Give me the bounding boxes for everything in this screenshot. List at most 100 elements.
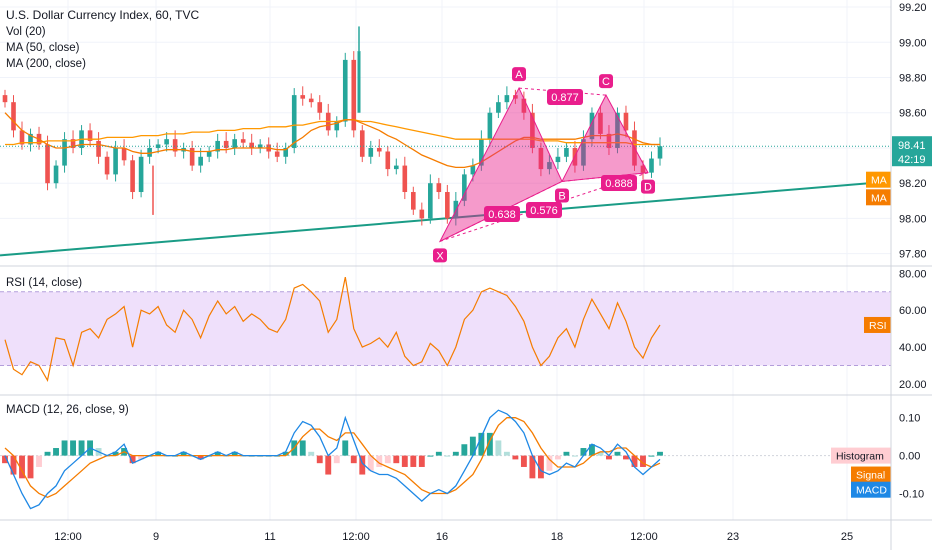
candle [385, 146, 391, 177]
histogram-bar [61, 440, 68, 456]
last-price-tag: 98.41 42:19 [892, 136, 932, 167]
candle-body [138, 156, 144, 193]
candle-body [368, 147, 374, 157]
macd-pane[interactable] [0, 409, 891, 510]
candle [249, 133, 254, 156]
candle-body [257, 144, 263, 148]
macd-line [4, 409, 661, 510]
histogram-bar [648, 455, 655, 457]
last-price-value: 98.41 [898, 140, 926, 152]
pattern-ratio-label: 0.638 [488, 209, 516, 221]
histogram-bar [512, 455, 519, 460]
candle [2, 89, 8, 108]
candle [598, 105, 603, 140]
candle-body [606, 133, 612, 148]
pattern-ratio: 0.638 [484, 206, 520, 222]
candle-body [283, 147, 289, 157]
rsi-legend: RSI (14, close) [6, 277, 82, 289]
signal-line [4, 417, 661, 499]
histogram-bar [452, 451, 459, 456]
macd-tick: 0.10 [899, 413, 920, 425]
histogram-bar [197, 455, 204, 460]
histogram-bar [19, 455, 25, 479]
candle-body [402, 165, 408, 193]
candle [308, 93, 314, 108]
candle [240, 132, 246, 148]
candle-body [445, 192, 450, 219]
candle [342, 52, 348, 127]
candle [53, 160, 59, 189]
pattern-ratio: 0.888 [601, 175, 637, 191]
ma-tag-label: MA [871, 175, 887, 187]
candle [130, 155, 135, 200]
candle-body [359, 130, 365, 157]
pattern-ratio-label: 0.877 [551, 92, 579, 104]
candle-body [538, 147, 544, 170]
candle-body [351, 59, 357, 131]
histogram-bar [580, 448, 587, 456]
time-tick: 18 [551, 531, 563, 543]
rsi-tick: 80.00 [899, 268, 927, 280]
candle [334, 116, 340, 138]
price-tick: 99.20 [899, 2, 927, 14]
time-tick: 25 [841, 531, 853, 543]
candle-body [428, 183, 433, 219]
candle-body [598, 112, 603, 134]
candle [121, 139, 127, 166]
histogram-bar [401, 455, 408, 467]
histogram-tag: Histogram [831, 447, 891, 464]
candle-body [564, 147, 569, 157]
candle-body [45, 144, 50, 184]
candle-body [496, 102, 501, 113]
histogram-bar [78, 440, 85, 456]
histogram-bar [112, 451, 119, 456]
histogram-bar [316, 455, 323, 464]
vol-legend: Vol (20) [6, 26, 46, 38]
candle [521, 91, 527, 120]
histogram-bar [53, 448, 59, 456]
candle [206, 146, 212, 163]
histogram-bar [367, 455, 374, 471]
candle-body [2, 95, 8, 103]
candle [649, 151, 654, 178]
candle [359, 125, 365, 163]
candle [368, 140, 374, 164]
histogram-bar [299, 440, 306, 456]
time-tick: 11 [264, 531, 275, 543]
candle [504, 86, 510, 110]
histogram-bar [444, 455, 451, 457]
candle-body [164, 139, 169, 145]
rsi-tick: 20.00 [899, 379, 927, 391]
candle-body [96, 140, 101, 157]
histogram-bar [359, 455, 366, 475]
histogram-bar [180, 451, 187, 456]
histogram-bar [546, 455, 553, 471]
price-pane[interactable]: X A B C D 0.638 0.576 0.877 0.888 [0, 26, 892, 263]
candle-body [113, 147, 118, 175]
candle-body [155, 144, 161, 148]
macd-tick: 0.00 [899, 451, 920, 463]
candle-body [334, 121, 340, 131]
histogram-bar [554, 455, 561, 460]
candle [657, 137, 663, 166]
histogram-bar [503, 451, 510, 456]
pattern-point-x: X [433, 248, 447, 263]
candle [274, 142, 280, 163]
candle-body [198, 156, 203, 166]
pattern-point-label: B [558, 190, 565, 202]
candle [589, 107, 595, 147]
rsi-pane[interactable] [0, 276, 891, 382]
candle-body [300, 95, 306, 99]
candle [547, 155, 552, 175]
signal-tag: Signal [851, 466, 891, 483]
candle-body [249, 142, 254, 148]
candle [62, 132, 67, 173]
candle-body [470, 165, 476, 175]
rsi-tag: RSI [864, 316, 891, 333]
ma50-line [4, 112, 660, 169]
candle-body [240, 139, 246, 143]
macd-legend: MACD (12, 26, close, 9) [6, 404, 129, 416]
pattern-ratio-label: 0.576 [530, 205, 558, 217]
candle-body [462, 174, 467, 201]
